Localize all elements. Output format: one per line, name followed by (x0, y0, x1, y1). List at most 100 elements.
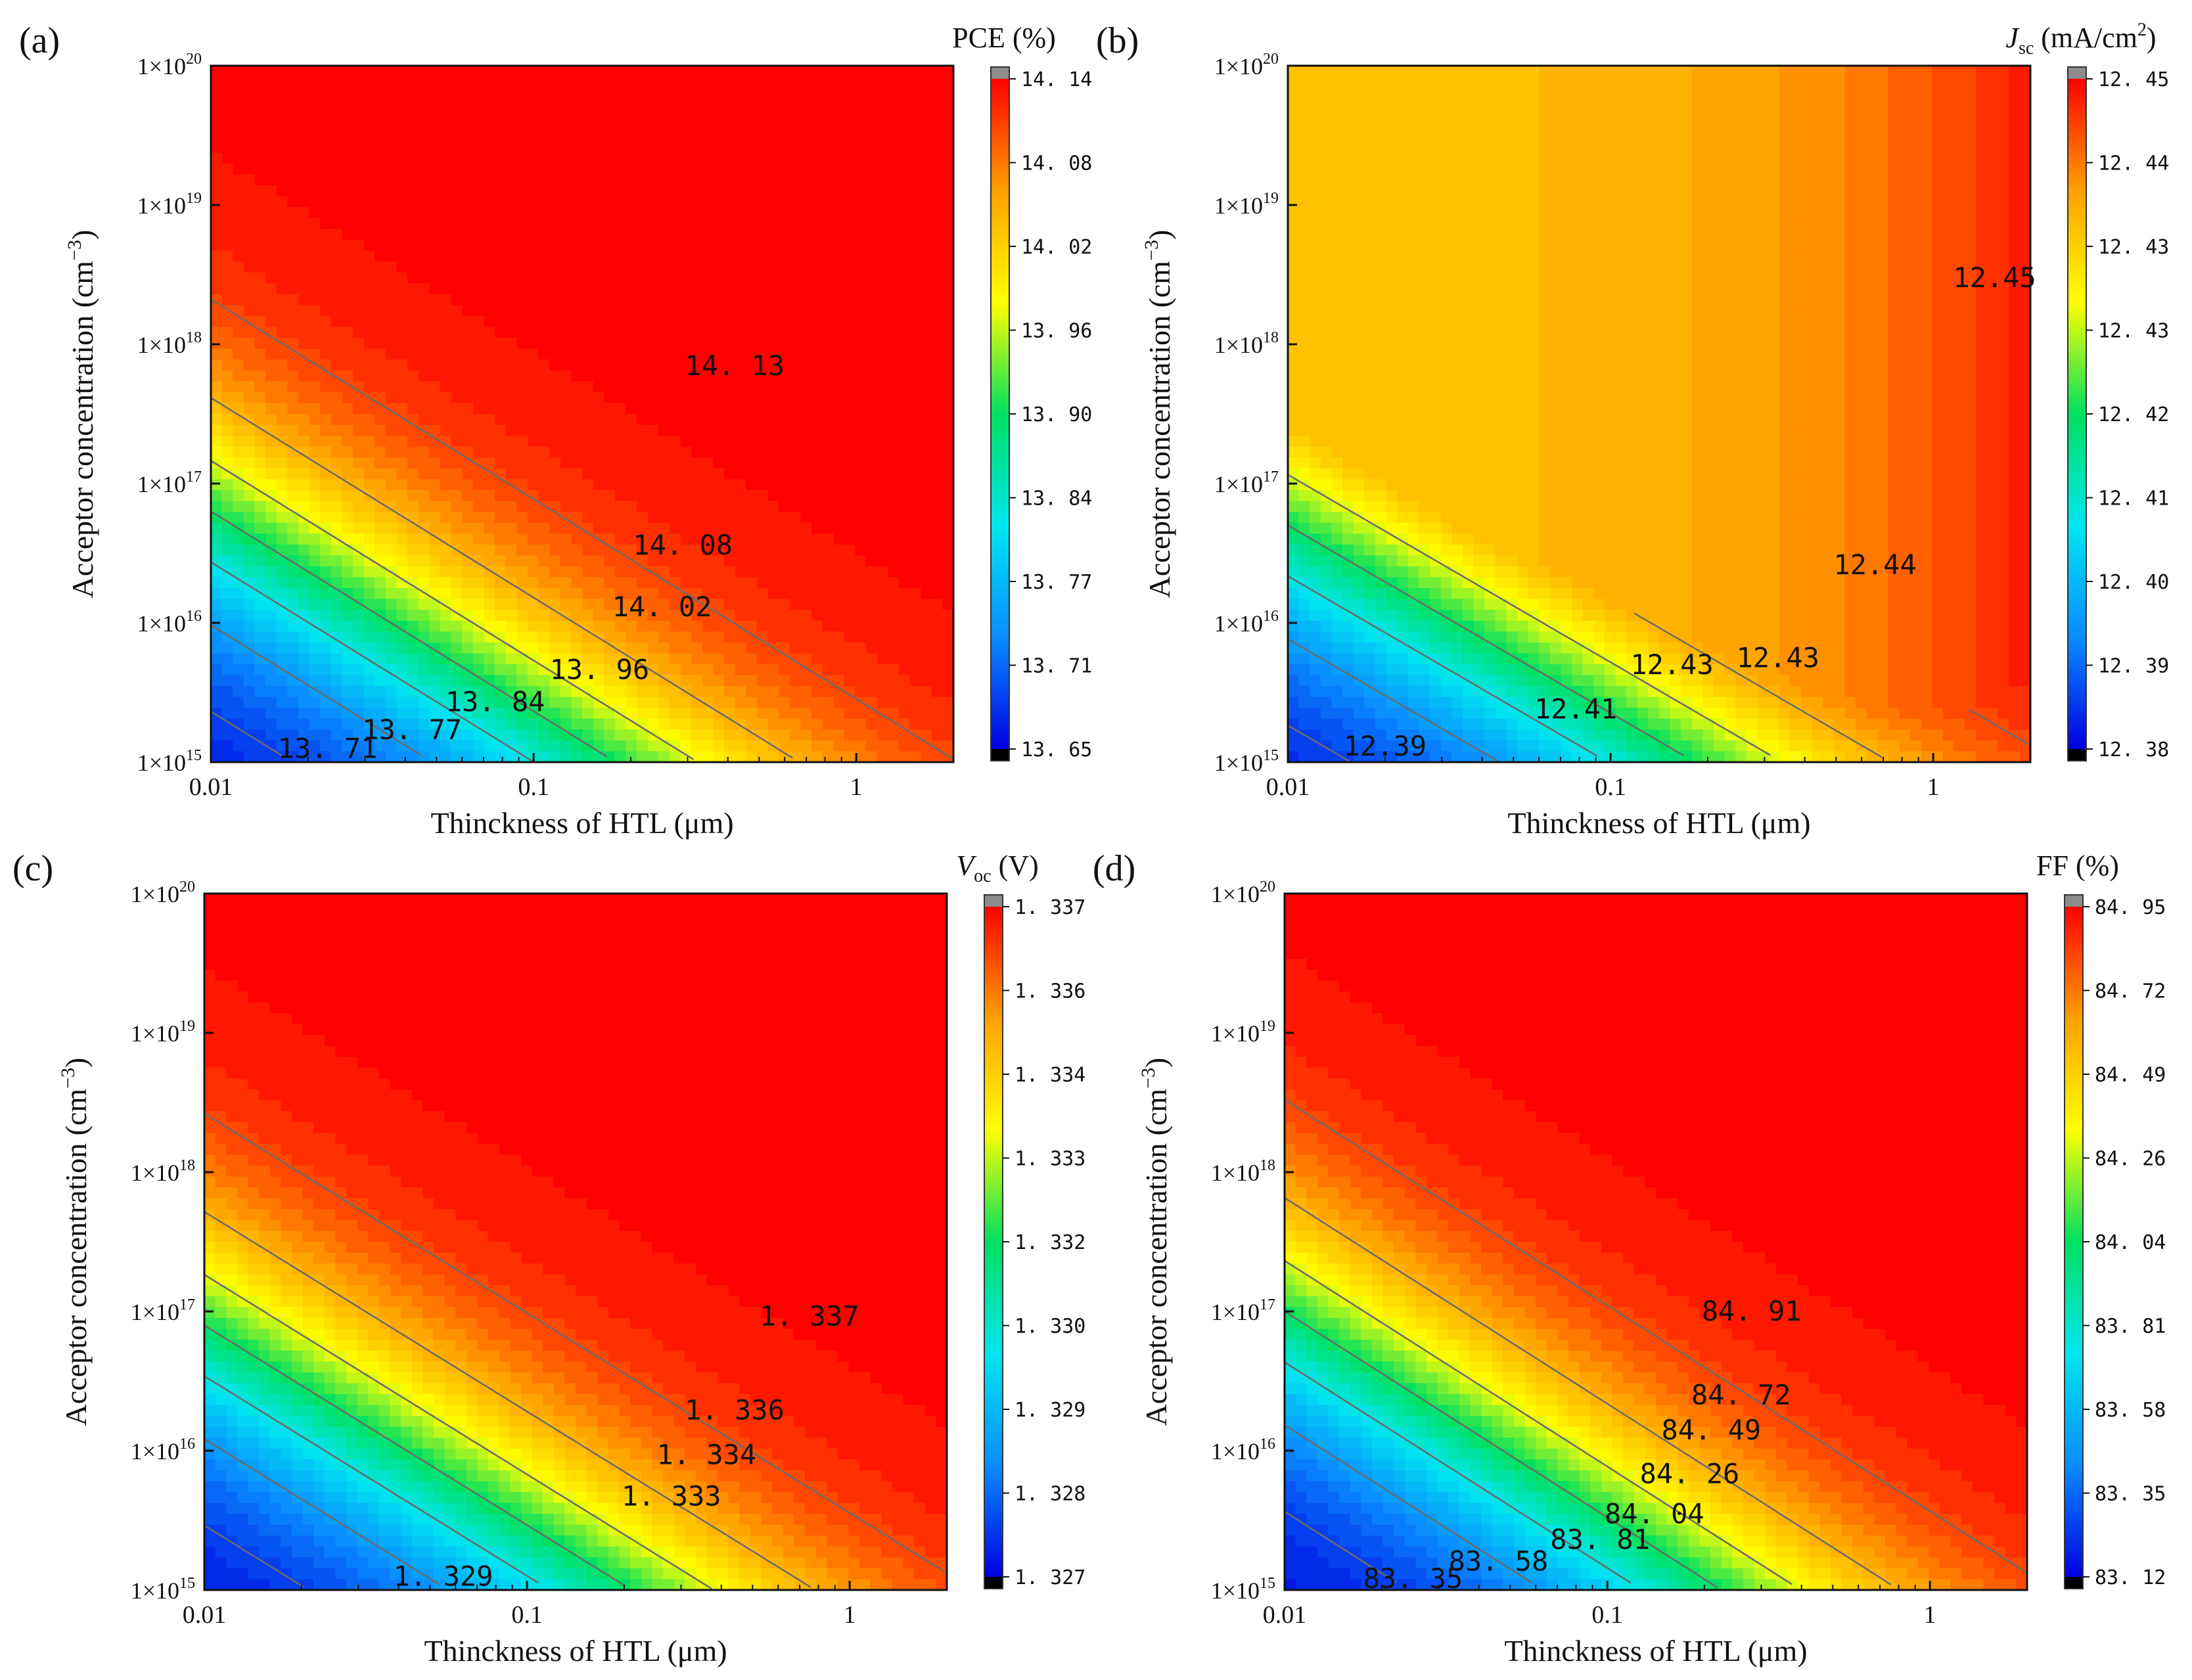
heatmap-cell (418, 131, 430, 143)
heatmap-cell (614, 381, 627, 393)
heatmap-cell (375, 544, 386, 556)
heatmap-cell (921, 272, 932, 284)
heatmap-cell (505, 98, 517, 110)
heatmap-cell (713, 196, 725, 208)
heatmap-cell (385, 240, 398, 252)
heatmap-cell (538, 392, 550, 404)
heatmap-cell (1790, 120, 1802, 131)
heatmap-cell (833, 250, 845, 262)
heatmap-cell (921, 566, 932, 578)
heatmap-cell (375, 261, 386, 273)
heatmap-cell (495, 457, 507, 469)
heatmap-cell (538, 370, 550, 382)
heatmap-cell (451, 577, 463, 589)
heatmap-cell (669, 272, 681, 284)
heatmap-cell (898, 240, 911, 252)
heatmap-cell (877, 217, 888, 230)
heatmap-cell (866, 131, 878, 143)
heatmap-cell (429, 131, 441, 143)
heatmap-cell (1812, 131, 1823, 143)
heatmap-cell (691, 87, 703, 99)
heatmap-cell (1528, 76, 1540, 88)
heatmap-cell (931, 534, 943, 545)
heatmap-cell (429, 283, 441, 295)
heatmap-cell (1910, 66, 1922, 78)
heatmap-cell (265, 708, 277, 719)
heatmap-cell (811, 522, 823, 534)
heatmap-cell (789, 272, 801, 284)
heatmap-cell (243, 164, 256, 175)
heatmap-cell (614, 87, 627, 99)
heatmap-cell (375, 348, 386, 360)
heatmap-cell (898, 392, 911, 404)
heatmap-cell (451, 642, 463, 654)
heatmap-cell (440, 348, 452, 360)
heatmap-cell (342, 120, 354, 131)
heatmap-cell (888, 708, 900, 719)
heatmap-cell (233, 272, 244, 284)
heatmap-cell (1735, 66, 1747, 78)
heatmap-cell (484, 522, 495, 534)
heatmap-cell (669, 468, 681, 480)
heatmap-cell (472, 392, 485, 404)
heatmap-cell (1626, 76, 1638, 88)
heatmap-cell (385, 392, 398, 404)
heatmap-cell (2019, 120, 2031, 131)
heatmap-cell (877, 446, 888, 458)
heatmap-cell (353, 315, 365, 328)
heatmap-cell (429, 87, 441, 99)
heatmap-cell (647, 577, 659, 589)
heatmap-cell (888, 522, 900, 534)
heatmap-cell (811, 283, 823, 295)
heatmap-cell (593, 327, 605, 338)
heatmap-cell (713, 631, 725, 643)
heatmap-cell (921, 338, 932, 350)
heatmap-cell (582, 566, 594, 578)
heatmap-cell (571, 708, 583, 719)
heatmap-cell (429, 457, 441, 469)
heatmap-cell (276, 196, 288, 208)
heatmap-cell (516, 414, 528, 426)
heatmap-cell (931, 315, 943, 328)
heatmap-cell (833, 534, 845, 545)
heatmap-cell (811, 610, 823, 622)
heatmap-cell (1637, 76, 1649, 88)
heatmap-cell (331, 283, 343, 295)
heatmap-cell (221, 686, 233, 698)
heatmap-cell (614, 185, 627, 197)
heatmap-cell (396, 250, 408, 262)
heatmap-cell (866, 512, 878, 524)
heatmap-cell (1833, 98, 1846, 110)
heatmap-cell (549, 370, 561, 382)
heatmap-cell (582, 174, 594, 186)
heatmap-cell (353, 577, 365, 589)
heatmap-cell (855, 642, 867, 654)
heatmap-cell (484, 66, 495, 78)
heatmap-cell (1310, 141, 1321, 154)
heatmap-cell (516, 468, 528, 480)
heatmap-cell (680, 250, 692, 262)
heatmap-cell (363, 229, 375, 240)
heatmap-cell (888, 436, 900, 447)
heatmap-cell (1375, 66, 1387, 78)
heatmap-cell (451, 381, 463, 393)
heatmap-cell (614, 729, 627, 741)
heatmap-cell (582, 152, 594, 164)
heatmap-cell (582, 534, 594, 545)
heatmap-cell (931, 185, 943, 197)
heatmap-cell (789, 414, 801, 426)
heatmap-cell (702, 229, 714, 240)
heatmap-cell (691, 152, 703, 164)
heatmap-cell (462, 751, 474, 763)
heatmap-cell (942, 359, 954, 371)
heatmap-cell (221, 696, 233, 708)
heatmap-cell (855, 327, 867, 338)
heatmap-cell (931, 283, 943, 295)
heatmap-cell (593, 87, 605, 99)
heatmap-cell (779, 403, 790, 415)
heatmap-cell (844, 489, 856, 502)
heatmap-cell (1768, 131, 1780, 143)
heatmap-cell (363, 522, 375, 534)
heatmap-cell (669, 98, 681, 110)
heatmap-cell (593, 610, 605, 622)
